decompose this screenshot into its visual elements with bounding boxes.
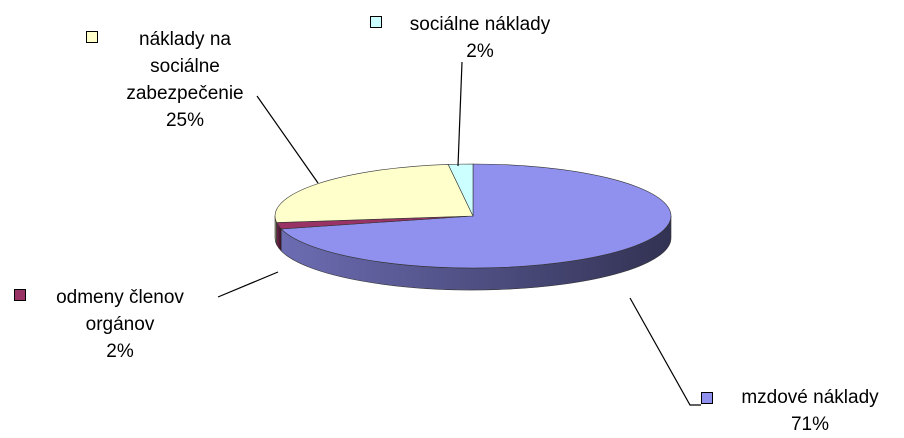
value-label: 2% xyxy=(106,341,134,362)
leader-line xyxy=(629,297,701,406)
slice xyxy=(280,163,672,269)
category-name: mzdové náklady xyxy=(741,387,879,408)
leader-line xyxy=(256,95,319,184)
slice-label: mzdové náklady 71% xyxy=(715,384,904,438)
category-name: odmeny členov orgánov xyxy=(56,287,184,335)
value-label: 25% xyxy=(165,110,205,131)
legend-swatch xyxy=(14,289,26,301)
category-name: náklady na sociálne zabezpečenie xyxy=(126,29,244,104)
legend-swatch xyxy=(86,31,98,43)
slice xyxy=(447,163,474,217)
value-label: 2% xyxy=(466,41,494,62)
leader-line xyxy=(217,271,279,298)
leader-line xyxy=(457,61,463,167)
slice-label: náklady na sociálne zabezpečenie 25% xyxy=(110,26,260,134)
slice-label: odmeny členov orgánov 2% xyxy=(35,284,205,365)
category-name: sociálne náklady xyxy=(409,14,551,35)
slice xyxy=(274,164,474,223)
value-label: 71% xyxy=(790,414,830,435)
legend-swatch xyxy=(370,16,382,28)
slice-label: sociálne náklady 2% xyxy=(385,11,575,65)
legend-swatch xyxy=(701,392,713,404)
